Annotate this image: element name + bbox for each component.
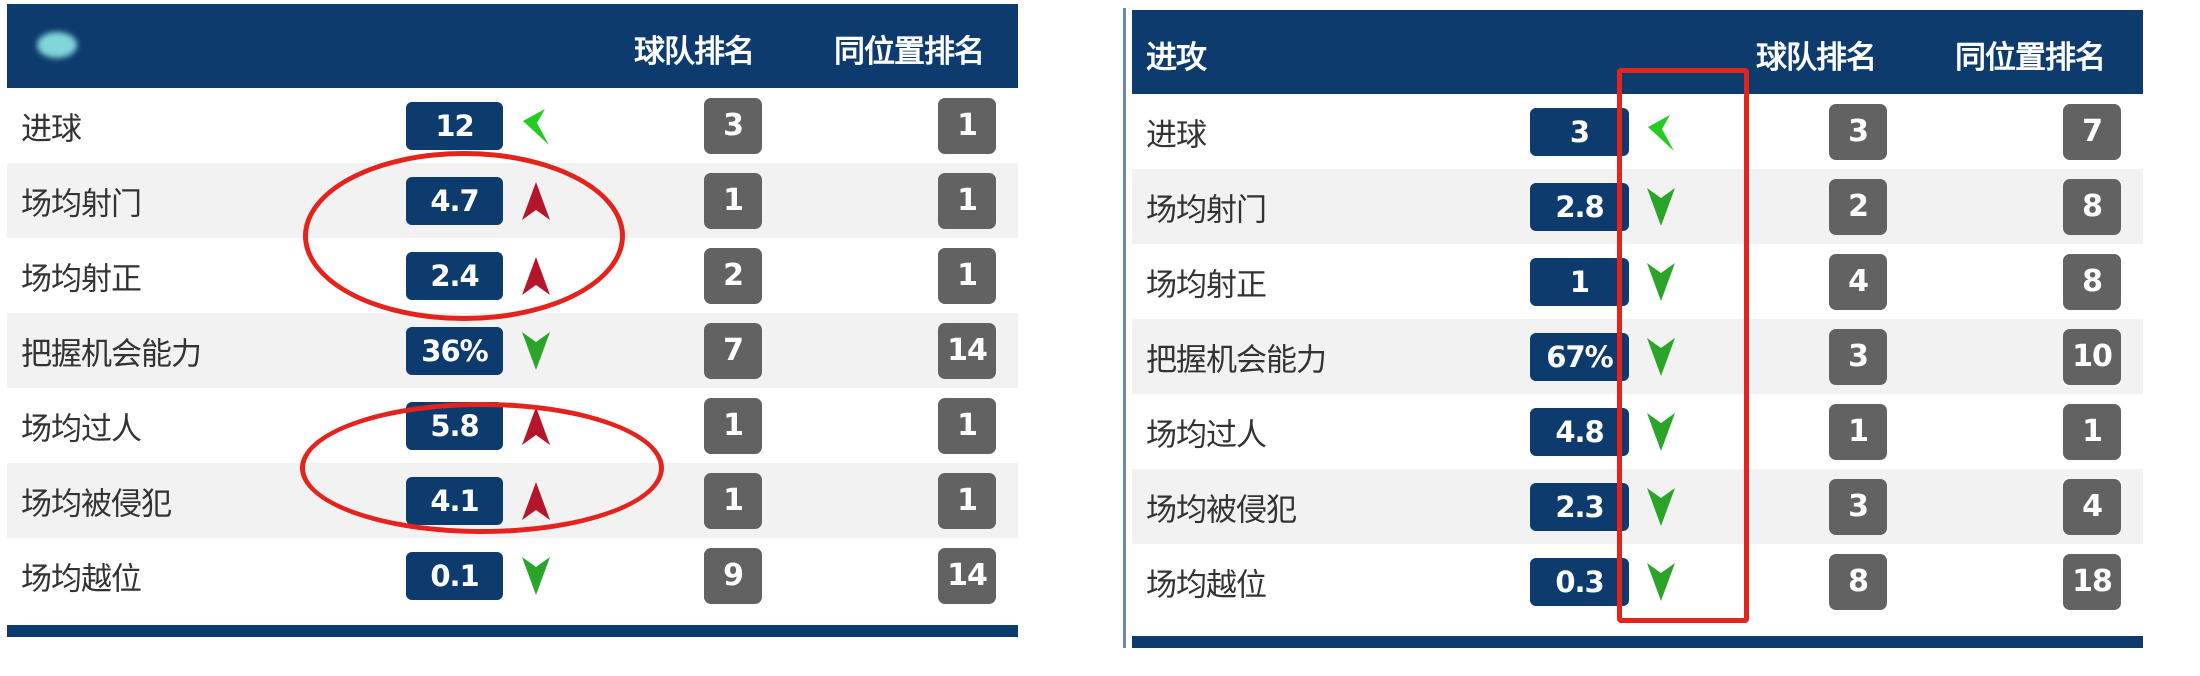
table-footer-bar	[7, 625, 1018, 637]
position-rank-badge: 1	[2063, 403, 2121, 460]
table-row: 场均被侵犯 2.3 3 4	[1132, 469, 2143, 544]
position-rank-badge: 1	[938, 247, 996, 304]
position-rank-badge: 7	[2063, 103, 2121, 160]
trend-down-arrow-icon	[1644, 411, 1678, 453]
table-row: 进球 3 3 7	[1132, 94, 2143, 169]
column-header-position-rank: 同位置排名	[1955, 40, 2106, 76]
table-header: 进攻 球队排名 同位置排名	[1132, 10, 2143, 94]
stat-value-badge: 4.8	[1530, 407, 1629, 456]
position-rank-badge: 1	[938, 397, 996, 454]
team-rank-badge: 1	[704, 172, 762, 229]
team-rank-badge: 3	[1829, 103, 1887, 160]
trend-down-arrow-icon	[1644, 486, 1678, 528]
table-row: 场均越位 0.1 9 14	[7, 538, 1018, 613]
trend-level-arrow-icon	[1644, 111, 1678, 153]
stat-value-badge: 2.3	[1530, 482, 1629, 531]
table-row: 场均过人 4.8 1 1	[1132, 394, 2143, 469]
right-stats-table: 进攻 球队排名 同位置排名 进球 3 3 7 场均射门 2.8 2 8 场均射正 1 4 8 把握机会能…	[1132, 10, 2143, 648]
table-footer-bar	[1132, 636, 2143, 648]
position-rank-badge: 1	[938, 97, 996, 154]
position-rank-badge: 14	[938, 547, 996, 604]
position-rank-badge: 8	[2063, 253, 2121, 310]
stat-value-badge: 12	[406, 101, 503, 150]
position-rank-badge: 14	[938, 322, 996, 379]
table-row: 场均射门 2.8 2 8	[1132, 169, 2143, 244]
table-row: 场均射正 1 4 8	[1132, 244, 2143, 319]
stat-value-badge: 3	[1530, 107, 1629, 156]
team-rank-badge: 3	[1829, 478, 1887, 535]
stat-label: 场均被侵犯	[21, 486, 172, 522]
position-rank-badge: 1	[938, 172, 996, 229]
stat-value-badge: 2.8	[1530, 182, 1629, 231]
stat-label: 场均射正	[21, 261, 142, 297]
stat-label: 场均过人	[21, 411, 142, 447]
team-rank-badge: 1	[1829, 403, 1887, 460]
position-rank-badge: 1	[938, 472, 996, 529]
table-title: 进攻	[1146, 40, 1207, 76]
team-rank-badge: 2	[1829, 178, 1887, 235]
red-rectangle-annotation	[1617, 68, 1749, 623]
column-header-team-rank: 球队排名	[1756, 40, 1877, 76]
stat-label: 把握机会能力	[21, 336, 202, 372]
team-rank-badge: 9	[704, 547, 762, 604]
table-header: 球队排名 同位置排名	[7, 4, 1018, 88]
position-rank-badge: 8	[2063, 178, 2121, 235]
position-rank-badge: 10	[2063, 328, 2121, 385]
column-header-team-rank: 球队排名	[634, 34, 755, 70]
stat-value-badge: 0.1	[406, 551, 503, 600]
position-rank-badge: 18	[2063, 553, 2121, 610]
table-row: 把握机会能力 67% 3 10	[1132, 319, 2143, 394]
stat-label: 场均射正	[1146, 267, 1267, 303]
position-rank-badge: 4	[2063, 478, 2121, 535]
team-rank-badge: 4	[1829, 253, 1887, 310]
team-rank-badge: 8	[1829, 553, 1887, 610]
team-rank-badge: 1	[704, 472, 762, 529]
trend-down-arrow-icon	[1644, 186, 1678, 228]
stat-label: 场均射门	[1146, 192, 1267, 228]
divider	[1123, 8, 1126, 648]
stat-label: 进球	[1146, 117, 1207, 153]
left-stats-table: 球队排名 同位置排名 进球 12 3 1 场均射门 4.7 1 1 场均射正 2.4 2 1 把握机会能…	[7, 4, 1018, 638]
stat-label: 场均被侵犯	[1146, 492, 1297, 528]
team-rank-badge: 3	[704, 97, 762, 154]
red-ellipse-annotation	[303, 151, 625, 321]
table-row: 场均越位 0.3 8 18	[1132, 544, 2143, 619]
trend-down-arrow-icon	[519, 555, 553, 597]
stat-label: 场均射门	[21, 186, 142, 222]
stat-value-badge: 0.3	[1530, 557, 1629, 606]
trend-down-arrow-icon	[1644, 561, 1678, 603]
stat-label: 场均越位	[1146, 567, 1267, 603]
team-rank-badge: 2	[704, 247, 762, 304]
team-rank-badge: 1	[704, 397, 762, 454]
stat-label: 进球	[21, 111, 82, 147]
red-ellipse-annotation	[300, 402, 664, 534]
stat-value-badge: 1	[1530, 257, 1629, 306]
trend-level-arrow-icon	[519, 105, 553, 147]
stat-label: 把握机会能力	[1146, 342, 1327, 378]
trend-down-arrow-icon	[519, 330, 553, 372]
table-row: 把握机会能力 36% 7 14	[7, 313, 1018, 388]
team-rank-badge: 7	[704, 322, 762, 379]
stat-value-badge: 67%	[1530, 332, 1629, 381]
team-logo-icon	[37, 32, 77, 58]
trend-down-arrow-icon	[1644, 261, 1678, 303]
stat-label: 场均越位	[21, 561, 142, 597]
column-header-position-rank: 同位置排名	[834, 34, 985, 70]
team-rank-badge: 3	[1829, 328, 1887, 385]
stat-label: 场均过人	[1146, 417, 1267, 453]
trend-down-arrow-icon	[1644, 336, 1678, 378]
stat-value-badge: 36%	[406, 326, 503, 375]
table-row: 进球 12 3 1	[7, 88, 1018, 163]
